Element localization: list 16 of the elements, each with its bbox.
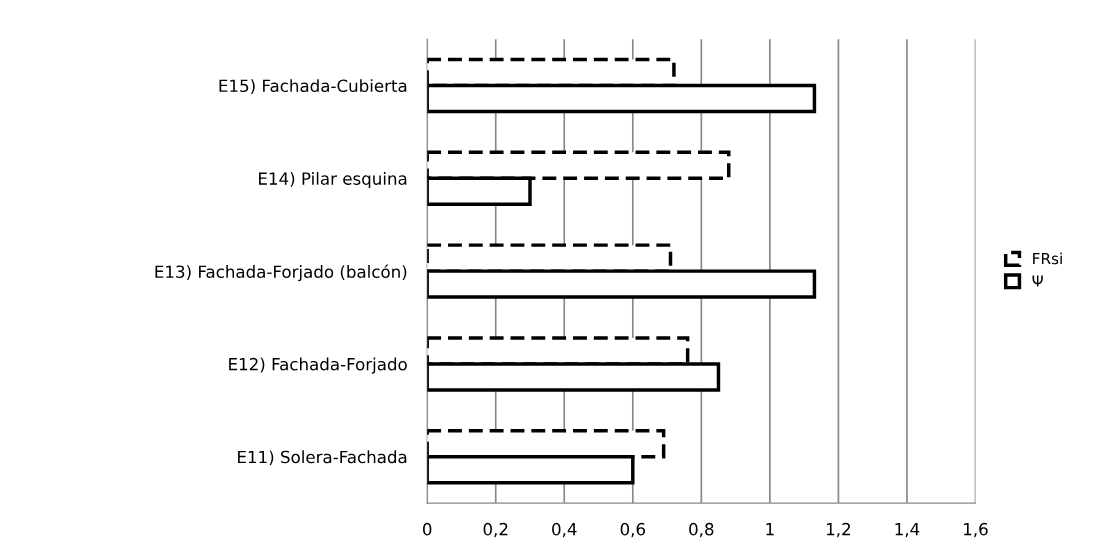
y-tick-label: E14) Pilar esquina (259, 171, 407, 189)
x-tick-label: 0,2 (483, 522, 508, 538)
x-tick-label: 1,4 (895, 523, 920, 538)
y-tick-label: E11) Solera-Fachada (238, 450, 407, 466)
x-tick-label: 0,4 (552, 522, 577, 538)
y-tick-label: E12) Fachada-Forjado (229, 357, 407, 374)
x-tick-label: 0,6 (620, 522, 645, 538)
x-tick-label: 0 (422, 522, 432, 536)
x-tick-label: 0,8 (689, 522, 714, 538)
x-tick-label: 1,2 (826, 522, 850, 538)
legend-label: FRsi (1033, 252, 1062, 265)
legend-label: Ψ (1032, 275, 1043, 287)
x-tick-label: 1 (766, 523, 774, 536)
x-tick-label: 1,6 (964, 522, 988, 538)
y-tick-label: E15) Fachada-Cubierta (219, 79, 407, 95)
y-tick-label: E13) Fachada-Forjado (balcón) (155, 264, 407, 282)
